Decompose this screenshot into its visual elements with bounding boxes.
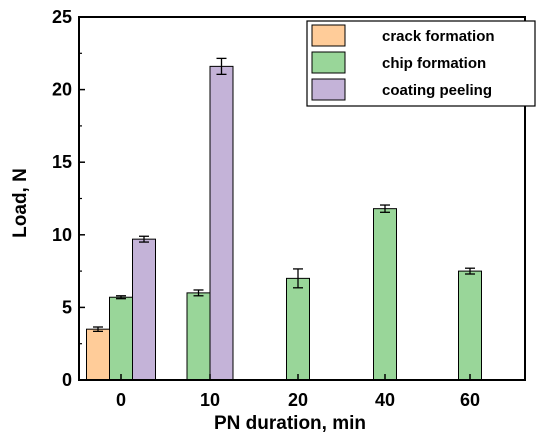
y-tick-label: 20 [52,80,72,100]
error-bar-chip-formation-0 [116,295,126,300]
bar-coating-peeling-0 [132,238,156,381]
error-bar-chip-formation-60 [465,267,475,275]
error-bar-coating-peeling-10 [216,57,227,76]
legend-label-chip-formation: chip formation [382,55,486,72]
error-bar-coating-peeling-0 [139,235,149,243]
bar-chip-formation-60 [458,270,482,381]
bar-chip-formation-0 [109,296,133,381]
y-tick-label: 25 [52,7,72,27]
legend-swatch-crack-formation [311,24,346,47]
x-axis-title: PN duration, min [214,413,366,434]
error-bar-chip-formation-20 [293,268,303,289]
x-tick-label: 60 [460,390,480,410]
x-tick-label: 10 [200,390,220,410]
bar-chip-formation-20 [286,277,310,381]
y-axis-title: Load, N [10,168,31,238]
error-bar-chip-formation-10 [193,289,204,297]
y-tick-label: 10 [52,225,72,245]
y-tick-label: 15 [52,152,72,172]
y-tick-label: 0 [62,370,72,390]
bar-crack-formation-0 [86,328,110,381]
y-tick-label: 5 [62,297,72,317]
x-tick-label: 40 [375,390,395,410]
bar-chip-formation-10 [186,292,211,381]
legend-swatch-chip-formation [311,51,346,74]
bar-chip-formation-40 [373,208,397,381]
x-tick-label: 20 [288,390,308,410]
legend: crack formation chip formation coating pee… [306,20,536,107]
legend-label-crack-formation: crack formation [382,28,495,45]
error-bar-crack-formation-0 [93,326,103,333]
x-tick-label: 0 [116,390,126,410]
legend-swatch-coating-peeling [311,78,346,101]
ticks-layer: 0 5 10 15 20 25 0 10 20 40 60 [52,7,480,410]
legend-label-coating-peeling: coating peeling [382,82,492,99]
bars-layer [86,57,482,381]
error-bar-chip-formation-40 [380,204,390,213]
bar-coating-peeling-10 [209,65,234,381]
